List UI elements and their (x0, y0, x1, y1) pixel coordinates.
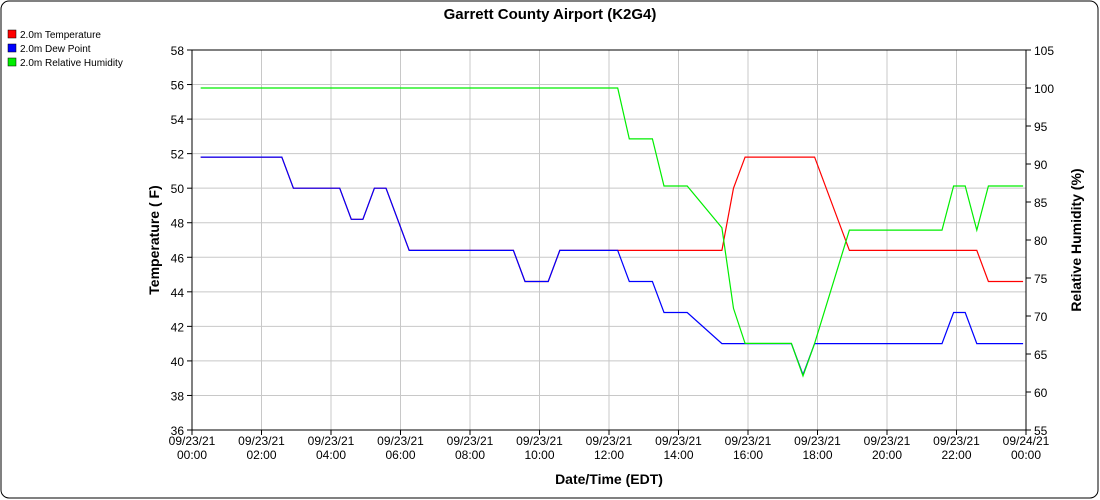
series-line (200, 156, 1024, 377)
x-tick-label: 09/23/21 18:00 (794, 434, 841, 462)
legend-swatch (7, 43, 17, 53)
y-tick-label: 56 (171, 79, 185, 93)
x-tick-label: 09/23/21 06:00 (377, 434, 424, 462)
x-tick-label: 09/23/21 12:00 (586, 434, 633, 462)
legend-swatch (7, 57, 17, 67)
y2-tick-label: 60 (1034, 386, 1048, 400)
y-tick-label: 40 (171, 355, 185, 369)
y-tick-label: 50 (171, 182, 185, 196)
legend-label: 2.0m Relative Humidity (20, 58, 123, 69)
series-line (200, 87, 1024, 378)
x-axis-title: Date/Time (EDT) (555, 471, 663, 487)
x-tick-label: 09/23/21 00:00 (169, 434, 216, 462)
y2-axis-title: Relative Humidity (%) (1068, 168, 1084, 311)
y-tick-label: 38 (171, 389, 185, 403)
x-tick-label: 09/23/21 04:00 (308, 434, 355, 462)
y-tick-label: 46 (171, 251, 185, 265)
legend-label: 2.0m Dew Point (20, 44, 91, 55)
y-axis-title: Temperature ( F) (146, 185, 162, 294)
plot-border (191, 49, 1027, 431)
y-tick-label: 54 (171, 113, 185, 127)
x-tick-label: 09/23/21 20:00 (864, 434, 911, 462)
y-tick-label: 48 (171, 217, 185, 231)
x-tick-label: 09/23/21 02:00 (238, 434, 285, 462)
x-tick-label: 09/23/21 14:00 (655, 434, 702, 462)
y-tick-label: 36 (171, 424, 185, 438)
y2-tick-label: 75 (1034, 272, 1048, 286)
legend-swatch (7, 29, 17, 39)
x-tick-label: 09/23/21 16:00 (725, 434, 772, 462)
y2-tick-label: 70 (1034, 310, 1048, 324)
chart-title: Garrett County Airport (K2G4) (444, 6, 657, 23)
y-tick-label: 42 (171, 320, 185, 334)
x-tick-label: 09/23/21 10:00 (516, 434, 563, 462)
y2-tick-label: 95 (1034, 120, 1048, 134)
x-tick-label: 09/23/21 08:00 (447, 434, 494, 462)
y2-tick-label: 55 (1034, 424, 1048, 438)
y-tick-label: 44 (171, 286, 185, 300)
y2-tick-label: 105 (1034, 44, 1054, 58)
y2-tick-label: 85 (1034, 196, 1048, 210)
y2-tick-label: 65 (1034, 348, 1048, 362)
y2-tick-label: 80 (1034, 234, 1048, 248)
y2-tick-label: 100 (1034, 82, 1054, 96)
y2-tick-label: 90 (1034, 158, 1048, 172)
x-tick-label: 09/23/21 22:00 (933, 434, 980, 462)
legend-label: 2.0m Temperature (20, 30, 101, 41)
y-tick-label: 52 (171, 148, 185, 162)
y-tick-label: 58 (171, 44, 185, 58)
x-tick-label: 09/24/21 00:00 (1003, 434, 1050, 462)
